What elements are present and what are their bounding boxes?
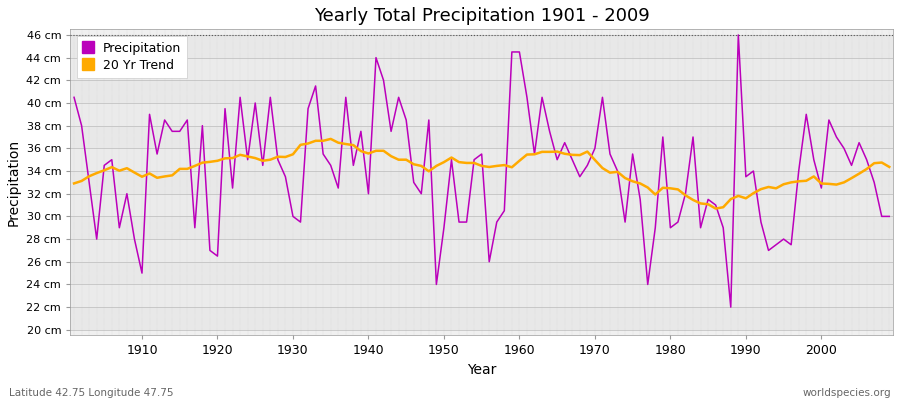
Bar (70, 58, 893, 80)
X-axis label: Year: Year (467, 363, 497, 377)
Bar (70, 126, 893, 148)
Text: Latitude 42.75 Longitude 47.75: Latitude 42.75 Longitude 47.75 (9, 388, 174, 398)
Bar (70, 239, 893, 262)
Bar (70, 171, 893, 194)
Bar (70, 103, 893, 126)
Bar (70, 148, 893, 171)
Bar (70, 194, 893, 216)
Bar (70, 262, 893, 284)
Title: Yearly Total Precipitation 1901 - 2009: Yearly Total Precipitation 1901 - 2009 (314, 7, 650, 25)
Y-axis label: Precipitation: Precipitation (7, 139, 21, 226)
Bar (70, 80, 893, 103)
Legend: Precipitation, 20 Yr Trend: Precipitation, 20 Yr Trend (76, 36, 187, 78)
Bar (70, 216, 893, 239)
Bar (70, 35, 893, 58)
Text: worldspecies.org: worldspecies.org (803, 388, 891, 398)
Bar (70, 284, 893, 307)
Bar (70, 307, 893, 330)
